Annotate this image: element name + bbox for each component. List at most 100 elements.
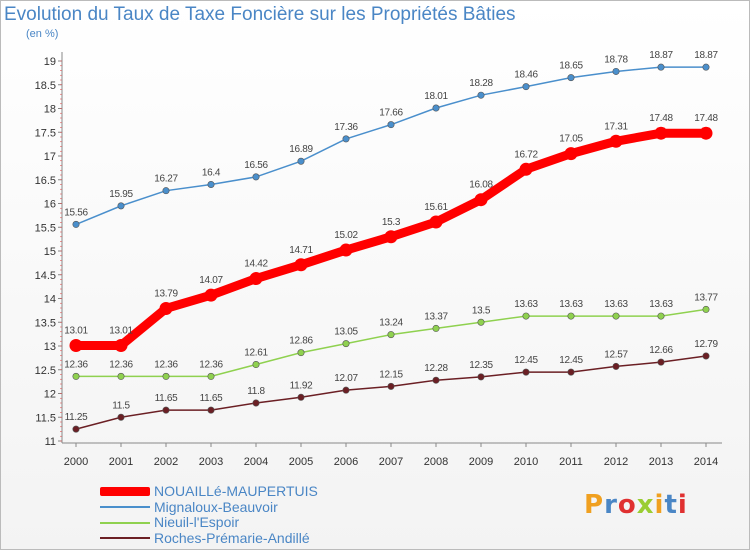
- data-label: 16.89: [289, 144, 313, 155]
- data-point: [252, 399, 260, 407]
- data-point: [342, 135, 350, 143]
- data-label: 16.27: [154, 174, 178, 185]
- data-label: 13.24: [379, 318, 403, 329]
- data-label: 13.05: [334, 327, 358, 338]
- logo-letter: i: [654, 490, 665, 520]
- data-label: 11.8: [247, 386, 265, 397]
- data-label: 11.92: [290, 380, 314, 391]
- x-tick-label: 2010: [514, 456, 538, 468]
- x-tick-label: 2012: [604, 456, 628, 468]
- data-point: [339, 243, 353, 257]
- data-label: 12.66: [649, 345, 673, 356]
- value-labels-layer: 13.01 13.01 13.79 14.07 14.42 14.71 15.02 15.3 1…: [64, 50, 719, 423]
- data-label: 12.45: [559, 355, 583, 366]
- data-label: 13.63: [559, 299, 583, 310]
- x-tick-label: 2003: [199, 456, 223, 468]
- data-point: [117, 413, 125, 421]
- data-point: [342, 386, 350, 394]
- data-point: [522, 83, 530, 91]
- data-label: 12.45: [514, 355, 538, 366]
- unit-label: (en %): [26, 28, 59, 40]
- data-point: [612, 67, 620, 75]
- data-label: 17.36: [334, 122, 358, 133]
- data-point: [69, 339, 83, 353]
- data-label: 17.31: [604, 121, 628, 132]
- data-label: 12.15: [379, 369, 403, 380]
- data-label: 11.65: [155, 393, 179, 404]
- data-point: [387, 382, 395, 390]
- y-tick-label: 17.5: [35, 127, 56, 139]
- data-point: [567, 74, 575, 82]
- x-tick-label: 2001: [109, 456, 133, 468]
- y-tick-label: 14: [44, 294, 56, 306]
- legend-label: Roches-Prémarie-Andillé: [154, 529, 310, 546]
- data-label: 12.36: [64, 359, 88, 370]
- data-label: 13.01: [109, 326, 133, 337]
- data-point: [204, 288, 218, 302]
- data-label: 18.46: [514, 70, 538, 81]
- y-tick-label: 15.5: [35, 222, 56, 234]
- data-point: [162, 372, 170, 380]
- data-point: [654, 126, 668, 140]
- data-label: 17.48: [649, 113, 673, 124]
- data-label: 18.87: [649, 50, 673, 61]
- x-tick-label: 2000: [64, 456, 88, 468]
- data-point: [384, 230, 398, 244]
- y-tick-label: 16.5: [35, 175, 56, 187]
- x-tick-label: 2008: [424, 456, 448, 468]
- data-point: [474, 193, 488, 207]
- logo-letter: P: [584, 490, 605, 520]
- data-label: 12.36: [154, 359, 178, 370]
- x-tick-label: 2004: [244, 456, 268, 468]
- legend-item-mignaloux-beauvoir: Mignaloux-Beauvoir: [100, 498, 318, 516]
- data-point: [612, 362, 620, 370]
- data-label: 18.01: [424, 91, 448, 102]
- proxiti-logo: Proxiti: [584, 490, 688, 520]
- data-point: [432, 324, 440, 332]
- data-point: [522, 368, 530, 376]
- data-label: 13.63: [604, 299, 628, 310]
- data-label: 13.01: [64, 326, 88, 337]
- data-point: [702, 305, 710, 313]
- y-tick-label: 19: [44, 56, 56, 68]
- data-label: 12.79: [694, 339, 718, 350]
- data-label: 17.48: [694, 113, 718, 124]
- data-point: [252, 361, 260, 369]
- data-point: [702, 63, 710, 71]
- x-tick-label: 2007: [379, 456, 403, 468]
- data-label: 12.35: [469, 360, 493, 371]
- data-point: [564, 147, 578, 161]
- data-point: [519, 162, 533, 176]
- data-label: 16.72: [514, 149, 538, 160]
- data-label: 14.71: [289, 245, 313, 256]
- data-label: 17.05: [559, 134, 583, 145]
- data-point: [567, 368, 575, 376]
- data-label: 18.28: [469, 78, 493, 89]
- legend-swatch: [100, 506, 150, 509]
- data-label: 13.63: [514, 299, 538, 310]
- data-label: 12.57: [604, 349, 628, 360]
- legend-label: NOUAILLé-MAUPERTUIS: [154, 483, 318, 499]
- data-label: 16.56: [244, 160, 268, 171]
- y-tick-label: 11.5: [35, 412, 56, 424]
- logo-letter: t: [664, 490, 678, 520]
- data-point: [522, 312, 530, 320]
- data-label: 13.77: [694, 292, 718, 303]
- x-tick-label: 2009: [469, 456, 493, 468]
- legend-swatch: [100, 521, 150, 524]
- y-tick-label: 18.5: [35, 80, 56, 92]
- data-label: 12.61: [244, 348, 268, 359]
- x-tick-label: 2002: [154, 456, 178, 468]
- y-tick-label: 13.5: [35, 317, 56, 329]
- legend-swatch: [100, 487, 150, 497]
- data-point: [294, 258, 308, 272]
- data-label: 15.56: [64, 207, 88, 218]
- logo-letter: x: [636, 490, 655, 520]
- data-point: [387, 121, 395, 129]
- series-0: [69, 126, 713, 353]
- data-point: [72, 372, 80, 380]
- data-point: [429, 215, 443, 229]
- legend-item-nouaille-maupertuis: NOUAILLé-MAUPERTUIS: [100, 483, 318, 500]
- legend-label: Mignaloux-Beauvoir: [154, 498, 278, 515]
